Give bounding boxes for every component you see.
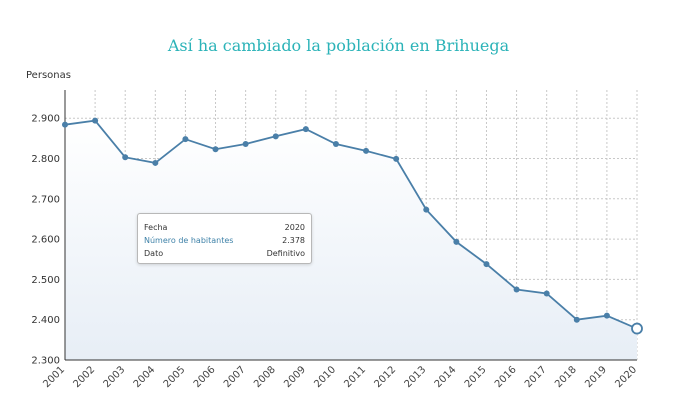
x-tick-label: 2005 [162, 364, 188, 390]
data-point[interactable] [332, 141, 339, 147]
x-tick-label: 2011 [342, 364, 368, 390]
x-tick-labels: 2001 2002 2003 2004 2005 2006 2007 2008 2009 2010… [41, 364, 639, 390]
data-point-highlighted[interactable] [631, 322, 643, 335]
data-point[interactable] [483, 261, 490, 268]
y-tick-label: 2.300 [31, 356, 60, 367]
y-tick-label: 2.400 [31, 315, 60, 326]
data-point[interactable] [92, 117, 99, 124]
x-tick-label: 2006 [192, 364, 218, 390]
data-point[interactable] [543, 290, 550, 297]
x-tick-label: 2001 [41, 364, 67, 390]
y-axis-label: Personas [26, 70, 71, 81]
x-tick-label: 2002 [71, 364, 97, 390]
y-tick-label: 2.600 [31, 235, 60, 246]
data-point[interactable] [212, 146, 219, 153]
x-tick-label: 2004 [132, 364, 158, 390]
data-point[interactable] [242, 141, 249, 147]
tooltip-value: 2020 [284, 223, 305, 232]
data-point[interactable] [272, 133, 279, 140]
tooltip-value: 2.378 [282, 236, 305, 245]
x-tick-label: 2010 [312, 364, 338, 390]
series-line [64, 119, 638, 330]
tooltip-row-population: Número de habitantes 2.378 [144, 234, 305, 247]
x-tick-label: 2014 [433, 364, 459, 390]
tooltip-key: Número de habitantes [144, 236, 234, 245]
tooltip-key: Dato [144, 249, 164, 258]
x-tick-label: 2009 [282, 364, 308, 390]
x-tick-label: 2008 [252, 364, 278, 390]
data-point[interactable] [603, 312, 610, 319]
chart-title: Así ha cambiado la población en Brihuega [167, 36, 510, 55]
data-point[interactable] [152, 159, 159, 166]
y-tick-label: 2.700 [31, 194, 60, 205]
axes [64, 90, 637, 361]
x-tick-label: 2016 [493, 364, 519, 390]
data-tooltip: Fecha 2020 Número de habitantes 2.378 Da… [137, 213, 312, 264]
tooltip-value: Definitivo [266, 249, 305, 258]
tooltip-key: Fecha [144, 223, 168, 232]
data-point[interactable] [453, 238, 460, 245]
x-tick-label: 2007 [222, 364, 248, 390]
x-tick-label: 2018 [553, 364, 579, 390]
data-point[interactable] [363, 147, 370, 154]
x-tick-label: 2019 [583, 364, 609, 390]
data-point[interactable] [302, 126, 309, 133]
tooltip-row-status: Dato Definitivo [144, 247, 305, 260]
data-point[interactable] [573, 316, 580, 323]
data-point[interactable] [62, 121, 68, 128]
data-points[interactable] [62, 117, 643, 335]
y-tick-label: 2.500 [31, 275, 60, 286]
x-tick-label: 2020 [613, 364, 639, 390]
x-tick-label: 2012 [373, 364, 399, 390]
tooltip-row-date: Fecha 2020 [144, 221, 305, 234]
y-tick-label: 2.800 [31, 154, 60, 165]
area-fill [65, 120, 637, 360]
data-point[interactable] [393, 155, 400, 162]
x-tick-label: 2003 [102, 364, 128, 390]
y-tick-label: 2.900 [31, 114, 60, 125]
data-point[interactable] [513, 286, 520, 293]
data-point[interactable] [122, 154, 129, 161]
x-tick-label: 2015 [463, 364, 489, 390]
y-tick-labels: 2.300 2.400 2.500 2.600 2.700 2.800 2.900 [31, 114, 60, 367]
data-point[interactable] [423, 206, 430, 213]
data-point[interactable] [182, 136, 189, 143]
x-tick-label: 2017 [523, 364, 549, 390]
x-tick-label: 2013 [403, 364, 429, 390]
